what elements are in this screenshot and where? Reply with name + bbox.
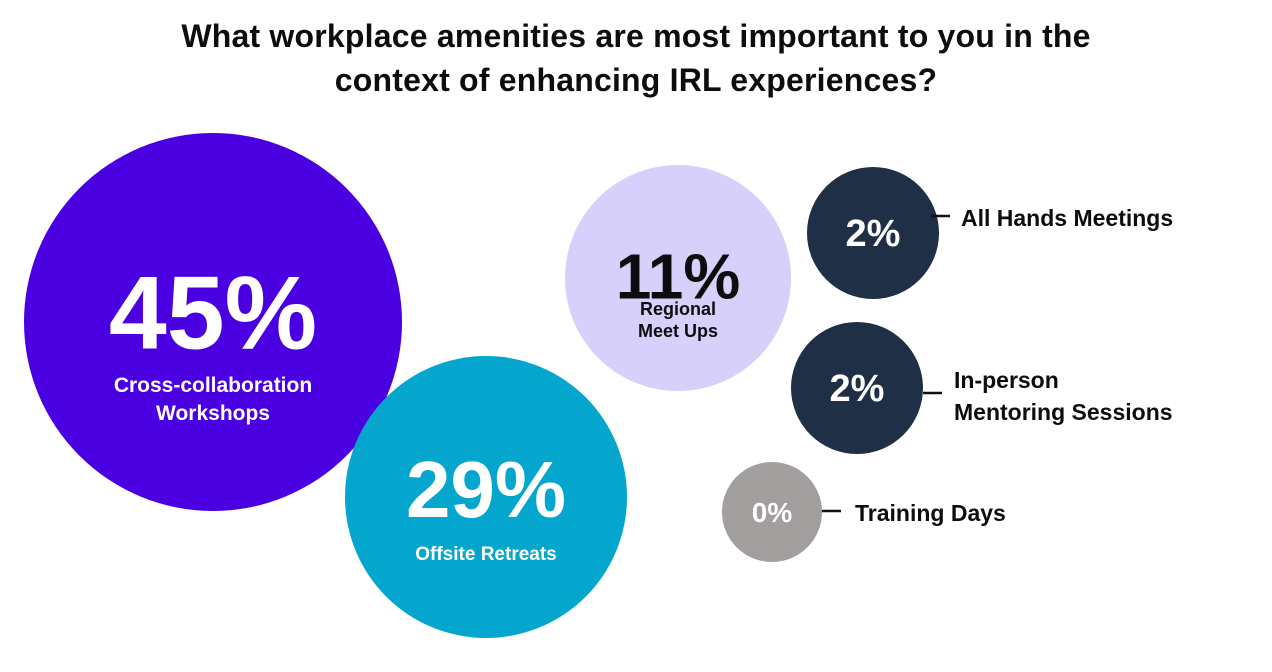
bubble [565, 165, 791, 391]
chart-title: What workplace amenities are most import… [0, 14, 1272, 102]
bubble-category-label: Workshops [156, 402, 270, 425]
bubble-category-label: Meet Ups [638, 321, 718, 341]
bubble [722, 462, 822, 562]
bubble-value-label: 45% [109, 255, 317, 371]
chart-title-line-1: What workplace amenities are most import… [181, 18, 1091, 54]
bubble-group: 2% In-person Mentoring Sessions [791, 322, 1173, 454]
bubble-group: 2% All Hands Meetings [807, 167, 1173, 299]
chart-title-line-2: context of enhancing IRL experiences? [334, 62, 938, 98]
bubble-category-label: Cross-collaboration [114, 374, 312, 397]
bubble [345, 356, 627, 638]
bubble-group: 0% Training Days [722, 462, 1006, 562]
bubble [791, 322, 923, 454]
bubble [24, 133, 402, 511]
bubble-value-label: 2% [846, 213, 901, 255]
bubble-category-label: In-person [954, 367, 1059, 393]
bubble-value-label: 2% [830, 368, 885, 410]
bubble-value-label: 29% [406, 445, 566, 534]
bubble-category-label: All Hands Meetings [961, 205, 1173, 231]
bubble-group: 45% Cross-collaboration Workshops [24, 133, 402, 511]
bubble-category-label: Training Days [855, 500, 1006, 526]
bubble-value-label: 0% [752, 497, 793, 528]
bubble-category-label: Mentoring Sessions [954, 399, 1173, 425]
bubble-value-label: 11% [616, 240, 741, 312]
bubble-category-label: Regional [640, 299, 716, 319]
bubble-category-label: Offsite Retreats [415, 544, 557, 565]
bubble [807, 167, 939, 299]
bubble-group: 29% Offsite Retreats [345, 356, 627, 638]
